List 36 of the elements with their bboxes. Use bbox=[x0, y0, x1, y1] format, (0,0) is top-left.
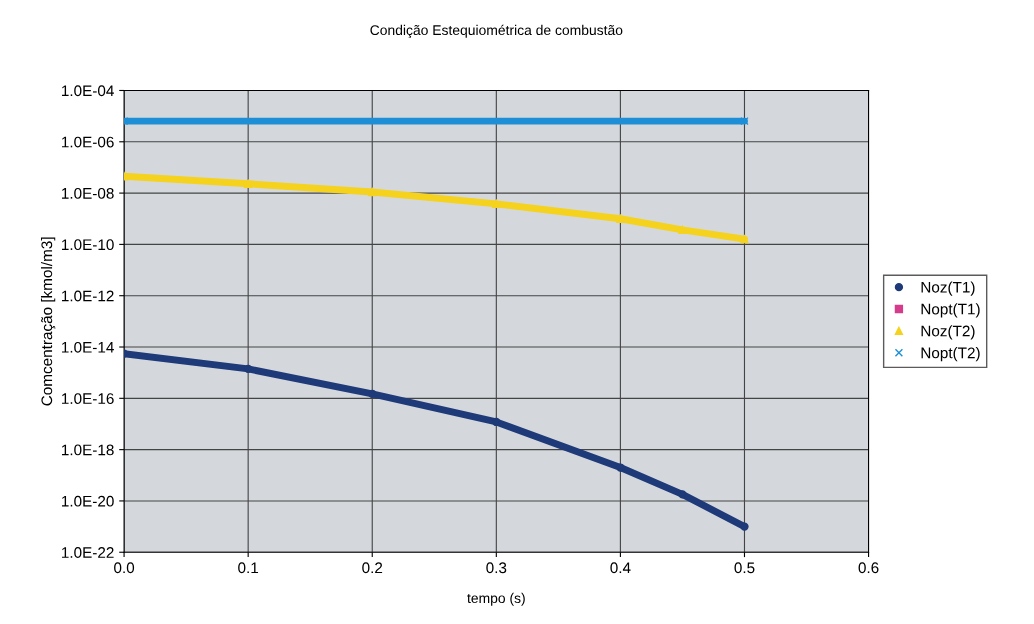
point bbox=[616, 214, 625, 223]
x-axis-title: tempo (s) bbox=[467, 592, 525, 606]
x-tick-label: 0.5 bbox=[734, 562, 755, 574]
legend-label: Noz(T2) bbox=[921, 325, 975, 340]
point bbox=[740, 116, 749, 126]
y-tick-label: 1.0E-20 bbox=[62, 495, 114, 507]
legend-label: Noz(T1) bbox=[921, 281, 975, 296]
y-tick-label: 1.0E-12 bbox=[62, 290, 114, 302]
point bbox=[740, 234, 749, 244]
point bbox=[740, 522, 749, 531]
legend-label: Nopt(T2) bbox=[921, 347, 980, 362]
point bbox=[616, 463, 625, 472]
y-tick-label: 1.0E-16 bbox=[62, 393, 114, 405]
y-tick-label: 1.0E-04 bbox=[62, 85, 114, 97]
y-tick-label: 1.0E-18 bbox=[62, 444, 114, 456]
point bbox=[243, 179, 253, 188]
point bbox=[368, 389, 377, 398]
x-tick-label: 0.1 bbox=[238, 562, 259, 574]
y-axis-title: Comcentração [kmol/m3] bbox=[40, 237, 56, 406]
x-tick-label: 0.6 bbox=[858, 562, 879, 574]
y-tick-label: 1.0E-22 bbox=[62, 547, 114, 558]
x-tick-label: 0.4 bbox=[610, 562, 631, 574]
x-tick-label: 0.3 bbox=[486, 562, 507, 574]
point bbox=[678, 225, 687, 234]
point bbox=[678, 490, 687, 499]
legend-label: Nopt(T1) bbox=[921, 303, 980, 318]
y-tick-label: 1.0E-06 bbox=[62, 136, 114, 148]
y-tick-label: 1.0E-10 bbox=[62, 239, 114, 251]
point bbox=[492, 199, 501, 209]
point bbox=[492, 417, 501, 427]
y-tick-label: 1.0E-14 bbox=[62, 341, 114, 353]
point bbox=[368, 187, 377, 197]
x-tick-label: 0.2 bbox=[362, 562, 383, 574]
y-tick-label: 1.0E-08 bbox=[62, 187, 114, 199]
chart-title: Condição Estequiométrica de combustão bbox=[370, 24, 623, 38]
x-tick-label: 0.0 bbox=[114, 562, 135, 574]
